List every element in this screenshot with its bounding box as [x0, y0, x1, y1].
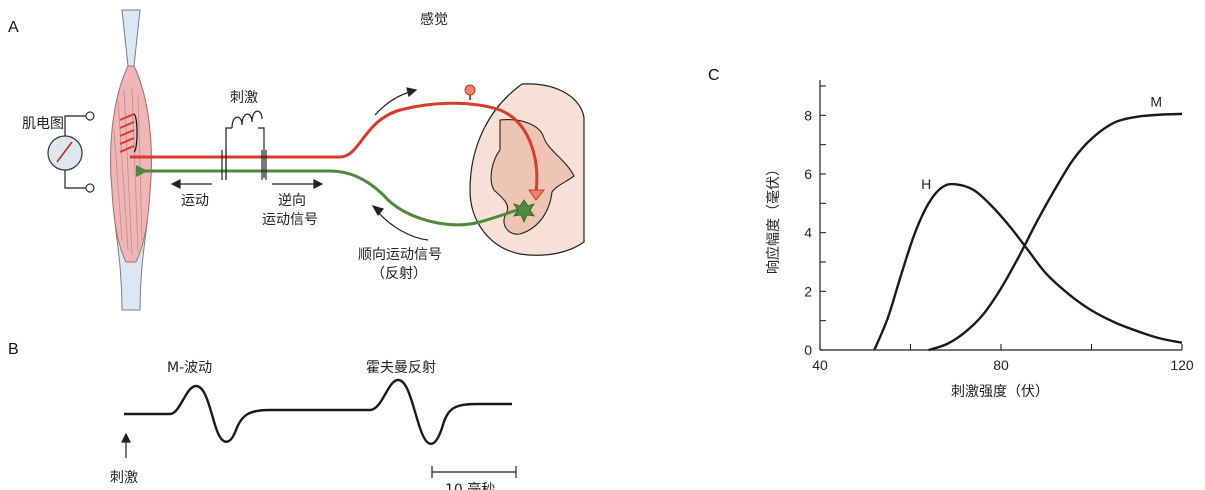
series-H-line [873, 182, 1183, 351]
y-tick-label: 8 [804, 107, 812, 123]
x-axis-label: 刺激强度（伏） [951, 383, 1049, 400]
y-tick-label: 4 [804, 225, 812, 241]
panel-a-letter: A [8, 19, 19, 36]
stimulator [221, 110, 267, 180]
antidromic-label-2: 运动信号 [262, 212, 318, 228]
x-tick-label: 40 [812, 357, 828, 373]
panel-a: A 感觉 肌电图 [8, 9, 585, 311]
panel-b: B M-波动 霍夫曼反射 刺激 10 毫秒 [8, 341, 517, 490]
muscle-coil [119, 113, 138, 153]
y-axis-label: 响应幅度（毫伏） [765, 162, 782, 274]
stimulus-arrow-b [121, 432, 131, 458]
antidromic-label-1: 逆向 [278, 193, 306, 209]
x-tick-label: 120 [1170, 357, 1194, 373]
chart-series: HM [873, 93, 1183, 352]
y-tick-label: 0 [804, 342, 812, 358]
sensory-fiber [130, 84, 546, 201]
direction-arrows [170, 87, 429, 241]
emg-label: 肌电图 [22, 116, 64, 132]
series-H-label: H [921, 176, 931, 192]
m-wave-label: M-波动 [167, 360, 212, 376]
panel-c-letter: C [708, 67, 720, 84]
x-tick-label: 80 [993, 357, 1009, 373]
h-reflex-label: 霍夫曼反射 [366, 360, 436, 376]
orthodromic-label-1: 顺向运动信号 [358, 247, 442, 263]
panel-b-letter: B [8, 341, 19, 358]
orthodromic-label-2: （反射） [371, 266, 427, 282]
y-tick-label: 2 [804, 283, 812, 299]
motor-label: 运动 [181, 193, 209, 209]
scale-bar [431, 466, 517, 478]
motor-fiber [136, 165, 535, 227]
series-M-label: M [1150, 93, 1162, 109]
series-M-line [928, 112, 1183, 352]
chart-ticks: 40 80 120 0 2 4 6 8 [804, 85, 1194, 373]
stimulus-label-b: 刺激 [110, 469, 138, 486]
emg-meter [47, 111, 95, 193]
emg-trace [124, 378, 512, 445]
sensory-label: 感觉 [420, 11, 448, 28]
y-tick-label: 6 [804, 166, 812, 182]
scale-label: 10 毫秒 [445, 481, 495, 490]
spinal-cord [469, 83, 585, 256]
muscle [110, 9, 152, 311]
stimulus-label-a: 刺激 [230, 89, 258, 106]
